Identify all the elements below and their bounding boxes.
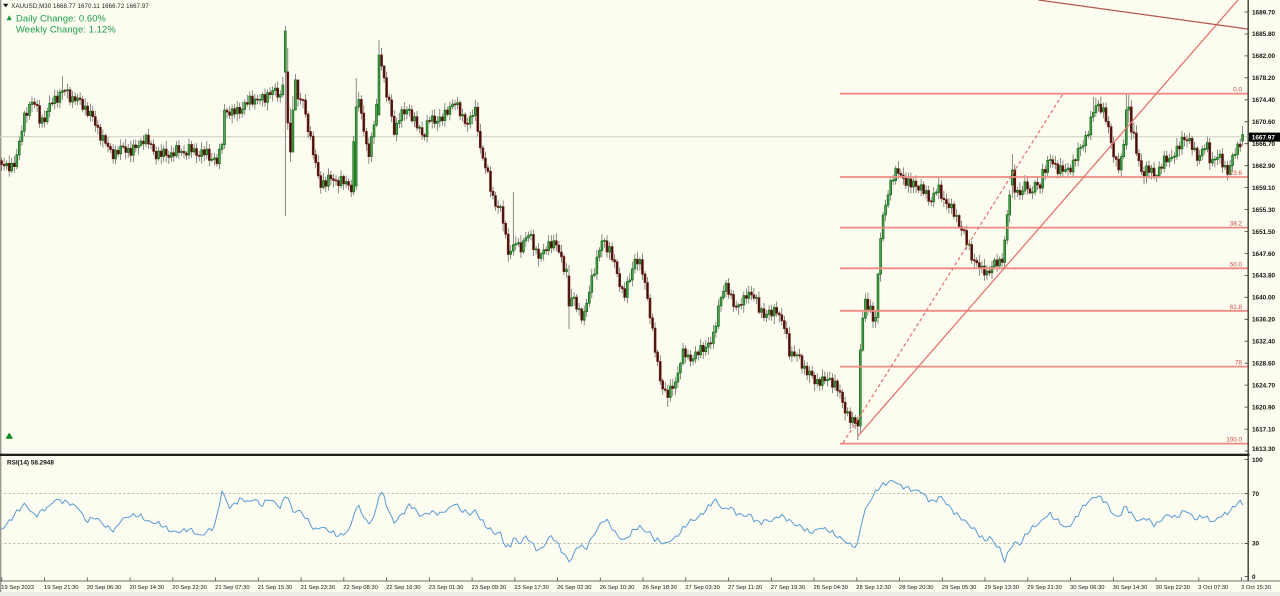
svg-text:0.0: 0.0 [1233, 87, 1242, 94]
svg-text:1613.30: 1613.30 [1252, 446, 1276, 453]
svg-text:1651.50: 1651.50 [1252, 229, 1276, 236]
svg-text:1662.90: 1662.90 [1252, 163, 1276, 170]
svg-text:30 Sep 22:30: 30 Sep 22:30 [1156, 585, 1191, 591]
svg-text:1666.70: 1666.70 [1252, 141, 1276, 148]
svg-text:23 Sep 09:30: 23 Sep 09:30 [472, 585, 507, 591]
svg-text:23 Sep 01:30: 23 Sep 01:30 [429, 585, 464, 591]
svg-text:Weekly Change: 1.12%: Weekly Change: 1.12% [16, 23, 116, 34]
svg-text:XAUUSD,M30 1668.77 1670.11 16: XAUUSD,M30 1668.77 1670.11 1666.72 1667.… [11, 3, 149, 10]
svg-text:1678.20: 1678.20 [1252, 75, 1276, 82]
svg-text:23.6: 23.6 [1230, 170, 1243, 177]
svg-text:29 Sep 13:30: 29 Sep 13:30 [985, 585, 1020, 591]
svg-text:28 Sep 12:30: 28 Sep 12:30 [856, 585, 891, 591]
svg-text:1643.80: 1643.80 [1252, 273, 1276, 280]
svg-text:1632.40: 1632.40 [1252, 339, 1276, 346]
svg-text:1685.80: 1685.80 [1252, 31, 1276, 38]
svg-text:50.0: 50.0 [1230, 261, 1243, 268]
svg-text:61.8: 61.8 [1230, 304, 1243, 311]
svg-text:27 Sep 11:30: 27 Sep 11:30 [728, 585, 762, 591]
svg-text:70: 70 [1252, 491, 1260, 498]
svg-text:0: 0 [1252, 574, 1256, 581]
svg-text:30 Sep 06:30: 30 Sep 06:30 [1070, 585, 1105, 591]
svg-text:1682.00: 1682.00 [1252, 53, 1276, 60]
svg-text:1624.70: 1624.70 [1252, 382, 1276, 389]
svg-text:23 Sep 17:30: 23 Sep 17:30 [514, 585, 549, 591]
svg-text:20 Sep 22:30: 20 Sep 22:30 [172, 585, 207, 591]
svg-text:30 Sep 14:30: 30 Sep 14:30 [1113, 585, 1148, 591]
svg-text:29 Sep 21:30: 29 Sep 21:30 [1027, 585, 1062, 591]
svg-text:3 Oct 15:30: 3 Oct 15:30 [1241, 585, 1271, 591]
svg-text:1659.10: 1659.10 [1252, 185, 1276, 192]
svg-text:1674.40: 1674.40 [1252, 97, 1276, 104]
svg-text:26 Sep 02:30: 26 Sep 02:30 [557, 585, 592, 591]
svg-text:1670.60: 1670.60 [1252, 119, 1276, 126]
svg-text:100: 100 [1252, 457, 1263, 464]
svg-text:Daily Change: 0.60%: Daily Change: 0.60% [16, 12, 106, 23]
svg-text:22 Sep 16:30: 22 Sep 16:30 [386, 585, 421, 591]
svg-text:1636.20: 1636.20 [1252, 317, 1276, 324]
svg-text:3 Oct 07:30: 3 Oct 07:30 [1198, 585, 1228, 591]
svg-text:1647.60: 1647.60 [1252, 251, 1276, 258]
svg-text:1667.97: 1667.97 [1252, 135, 1276, 142]
svg-text:27 Sep 19:30: 27 Sep 19:30 [771, 585, 806, 591]
svg-text:78: 78 [1235, 360, 1243, 367]
svg-text:21 Sep 07:30: 21 Sep 07:30 [215, 585, 250, 591]
svg-text:21 Sep 15:30: 21 Sep 15:30 [258, 585, 293, 591]
svg-text:20 Sep 06:30: 20 Sep 06:30 [87, 585, 122, 591]
svg-text:1689.70: 1689.70 [1252, 9, 1276, 16]
svg-text:1655.30: 1655.30 [1252, 207, 1276, 214]
svg-text:38.2: 38.2 [1230, 221, 1243, 228]
svg-text:1640.00: 1640.00 [1252, 295, 1276, 302]
svg-text:100.0: 100.0 [1226, 437, 1242, 444]
svg-text:28 Sep 20:30: 28 Sep 20:30 [899, 585, 934, 591]
svg-text:27 Sep 03:30: 27 Sep 03:30 [685, 585, 720, 591]
svg-text:20 Sep 14:30: 20 Sep 14:30 [130, 585, 165, 591]
svg-text:21 Sep 23:30: 21 Sep 23:30 [301, 585, 336, 591]
svg-text:26 Sep 10:30: 26 Sep 10:30 [600, 585, 635, 591]
svg-text:26 Sep 18:30: 26 Sep 18:30 [643, 585, 678, 591]
svg-text:RSI(14) 58.2948: RSI(14) 58.2948 [7, 460, 54, 467]
svg-text:28 Sep 04:30: 28 Sep 04:30 [814, 585, 849, 591]
svg-text:30: 30 [1252, 541, 1260, 548]
svg-text:1620.90: 1620.90 [1252, 404, 1276, 411]
svg-text:29 Sep 05:30: 29 Sep 05:30 [942, 585, 977, 591]
svg-text:22 Sep 08:30: 22 Sep 08:30 [343, 585, 378, 591]
svg-text:19 Sep 2022: 19 Sep 2022 [1, 585, 34, 591]
svg-text:1628.60: 1628.60 [1252, 361, 1276, 368]
svg-text:19 Sep 21:30: 19 Sep 21:30 [44, 585, 79, 591]
svg-text:1617.10: 1617.10 [1252, 426, 1276, 433]
